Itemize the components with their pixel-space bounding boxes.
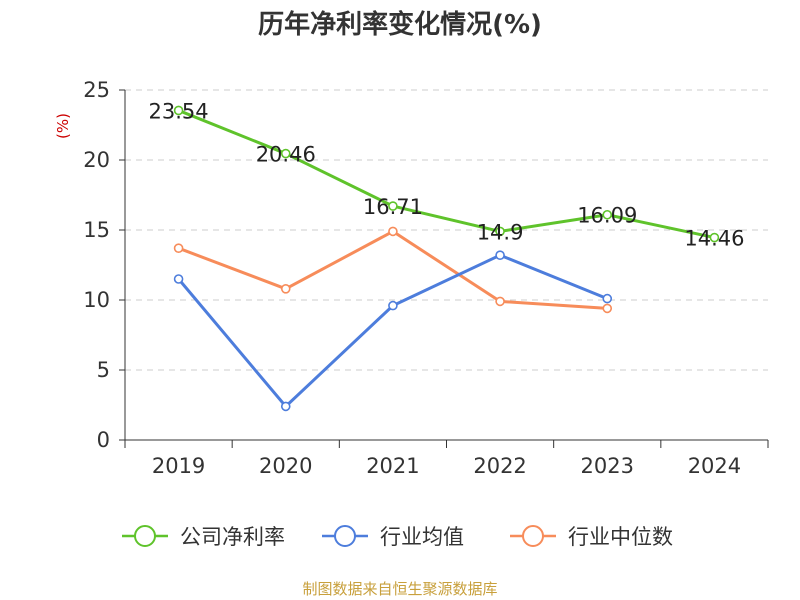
x-tick-label-2024: 2024: [688, 454, 741, 478]
data-point: [495, 226, 505, 237]
y-axis-unit-label: (%): [54, 113, 72, 139]
series-line-3: [178, 229, 608, 310]
data-point: [173, 274, 184, 284]
y-tick-label: 20: [83, 148, 110, 172]
data-label: 23.54: [149, 99, 209, 123]
legend: 公司净利率 行业均值 行业中位数: [122, 525, 673, 549]
axes: 0 5 10 15 20 25 (%) 2019 2020 2021 2022 2023 2024: [54, 78, 769, 478]
data-point: [495, 250, 505, 260]
data-label: 14.9: [477, 220, 524, 244]
series-line-1: [178, 109, 715, 240]
x-tick-label-2021: 2021: [366, 454, 419, 478]
data-labels: 23.54 20.46 16.71 14.9 16.09 14.46: [149, 99, 745, 250]
series-3: [173, 226, 613, 314]
data-label: 20.46: [256, 143, 316, 167]
y-tick-label: 25: [83, 78, 110, 102]
data-point: [495, 296, 505, 307]
x-tick-label-2023: 2023: [581, 454, 634, 478]
x-tick-label-2020: 2020: [259, 454, 312, 478]
series-line-2: [177, 253, 608, 408]
y-tick-label: 5: [97, 358, 110, 382]
data-point: [173, 243, 184, 253]
y-tick-label: 15: [83, 218, 110, 242]
data-point: [280, 283, 291, 294]
data-point: [602, 293, 613, 304]
data-point: [709, 232, 720, 243]
data-point: [280, 401, 291, 412]
grid-lines: [125, 89, 768, 371]
x-tick-label-2019: 2019: [152, 454, 205, 478]
data-source-note: 制图数据来自恒生聚源数据库: [302, 580, 498, 598]
series-1: [173, 105, 720, 243]
series-2: [173, 250, 613, 412]
data-point: [602, 303, 613, 314]
legend-marker: [334, 525, 356, 547]
legend-label: 公司净利率: [180, 525, 285, 549]
y-tick-label: 10: [83, 288, 110, 312]
data-point: [388, 201, 398, 211]
data-point: [388, 226, 398, 237]
x-tick-label-2022: 2022: [473, 454, 526, 478]
legend-label: 行业中位数: [568, 525, 673, 549]
data-point: [388, 300, 398, 311]
legend-marker: [522, 525, 544, 547]
series-lines: [173, 105, 720, 412]
legend-label: 行业均值: [380, 525, 464, 549]
data-point: [280, 148, 291, 159]
data-label: 14.46: [684, 227, 744, 251]
legend-item-1[interactable]: 公司净利率: [122, 525, 285, 549]
data-label: 16.71: [363, 195, 423, 219]
data-point: [173, 105, 184, 116]
legend-item-3[interactable]: 行业中位数: [510, 525, 673, 549]
legend-item-2[interactable]: 行业均值: [322, 525, 464, 549]
data-point: [602, 209, 613, 220]
chart-title: 历年净利率变化情况(%): [258, 10, 542, 40]
y-tick-label: 0: [97, 428, 110, 452]
legend-marker: [134, 525, 156, 547]
data-label: 16.09: [577, 204, 637, 228]
